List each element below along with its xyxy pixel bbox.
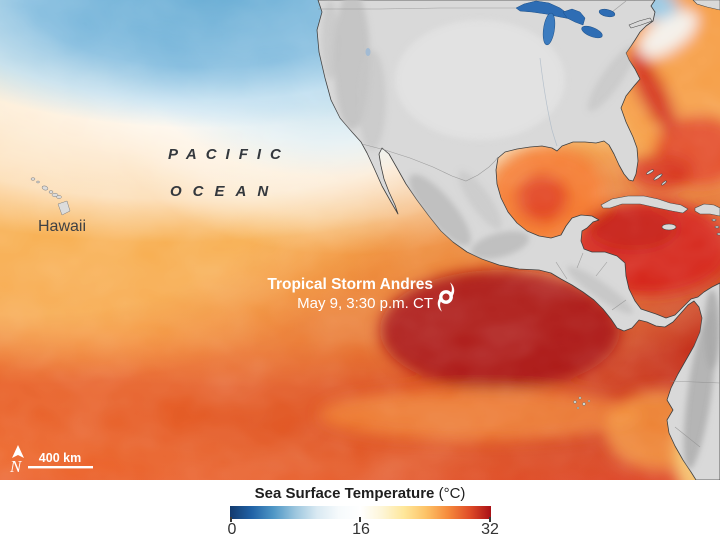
great-salt-lake [365,48,371,56]
political-borders [318,0,720,448]
storm-datetime: May 9, 3:30 p.m. CT [297,294,433,312]
jamaica [661,223,677,231]
legend-tick-0 [230,517,232,522]
legend-tick-label-32: 32 [481,521,499,538]
tropical-storm-icon [437,282,455,312]
scale-bar-label: 400 km [39,451,81,465]
legend-title: Sea Surface Temperature (°C) [0,485,720,502]
nova-scotia [692,0,720,11]
legend-gradient-bar [230,506,491,519]
long-island [628,17,653,29]
legend-tick-label-16: 16 [352,521,370,538]
map-canvas: N 400 km PACIFIC OCEAN Hawaii Tropical S… [0,0,720,480]
landmass-north-america [316,0,720,480]
great-lakes [515,0,616,46]
legend-unit: (°C) [434,485,466,502]
legend: Sea Surface Temperature (°C) 0 16 32 [0,480,720,545]
legend-tick-32 [489,517,491,522]
legend-tick-16 [359,517,361,522]
storm-annotation: Tropical Storm Andres May 9, 3:30 p.m. C… [150,276,433,313]
storm-name: Tropical Storm Andres [267,276,433,293]
terrain-relief-shading [322,0,720,470]
cuba [600,195,689,214]
map-overlay: N 400 km [0,0,720,480]
north-arrow-icon: N [9,445,24,476]
hawaiian-islands [30,177,71,216]
north-arrow-label: N [9,457,23,476]
galapagos-islands [573,396,591,410]
legend-tick-label-0: 0 [227,521,237,538]
legend-title-text: Sea Surface Temperature [254,485,435,502]
islands [600,0,720,236]
mississippi-river [539,57,558,147]
hispaniola [694,203,720,217]
scale-bar: 400 km [28,451,93,469]
